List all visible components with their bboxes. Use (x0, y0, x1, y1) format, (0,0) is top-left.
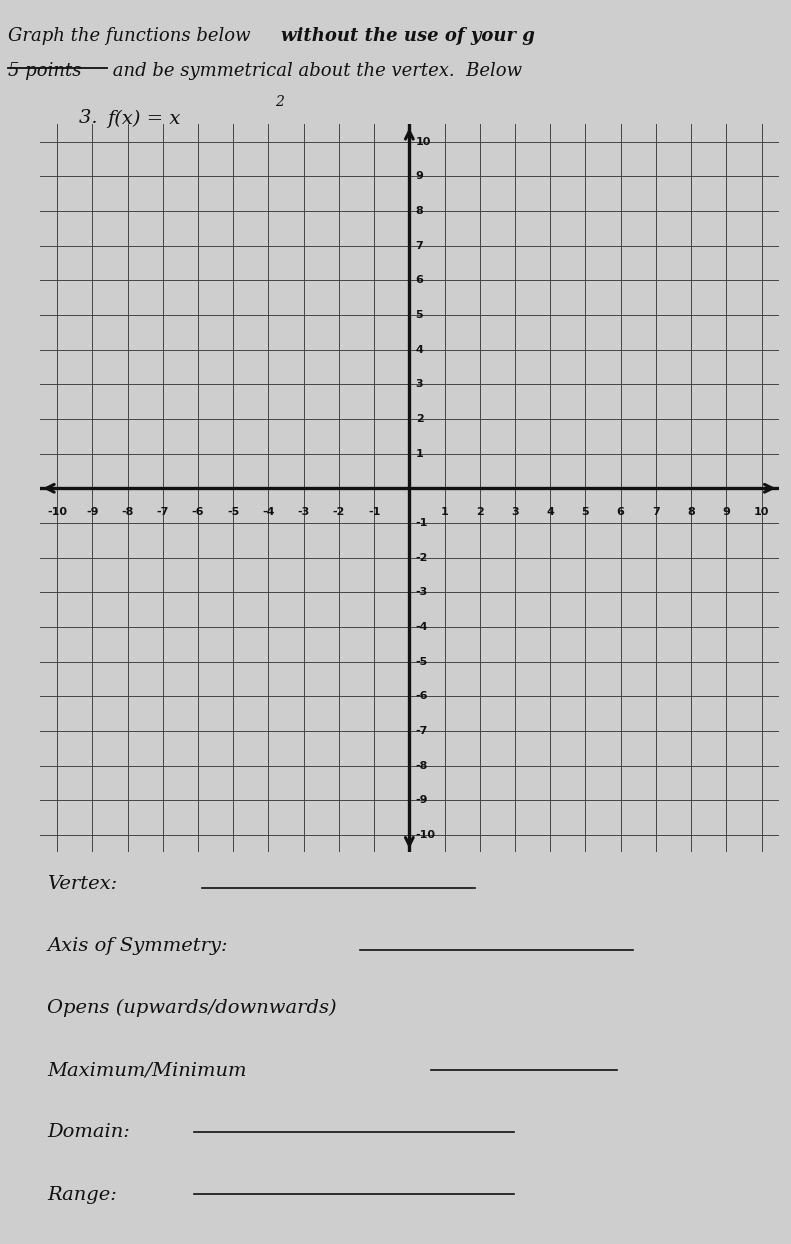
Text: 8: 8 (416, 207, 423, 216)
Text: 1: 1 (416, 449, 423, 459)
Text: 1: 1 (441, 508, 448, 518)
Text: -4: -4 (416, 622, 428, 632)
Text: -4: -4 (263, 508, 274, 518)
Text: Domain:: Domain: (47, 1123, 131, 1141)
Text: 3.: 3. (79, 109, 104, 127)
Text: without the use of your g: without the use of your g (281, 27, 535, 45)
Text: Axis of Symmetry:: Axis of Symmetry: (47, 937, 228, 954)
Text: 4: 4 (416, 345, 423, 355)
Text: and be symmetrical about the vertex.  Below: and be symmetrical about the vertex. Bel… (107, 62, 522, 80)
Text: -7: -7 (416, 725, 428, 736)
Text: 10: 10 (754, 508, 769, 518)
Text: -10: -10 (416, 830, 436, 840)
Text: 9: 9 (722, 508, 730, 518)
Text: -1: -1 (416, 518, 428, 527)
Text: 8: 8 (687, 508, 695, 518)
Text: -6: -6 (416, 692, 428, 702)
Text: 2: 2 (476, 508, 483, 518)
Text: -9: -9 (416, 795, 428, 805)
Text: 3: 3 (511, 508, 519, 518)
Text: 5: 5 (416, 310, 423, 320)
Text: -6: -6 (191, 508, 204, 518)
Text: -3: -3 (416, 587, 428, 597)
Text: 6: 6 (617, 508, 625, 518)
Text: 3: 3 (416, 379, 423, 389)
Text: -5: -5 (416, 657, 428, 667)
Text: Opens (upwards/downwards): Opens (upwards/downwards) (47, 999, 337, 1018)
Text: 5: 5 (581, 508, 589, 518)
Text: 7: 7 (652, 508, 660, 518)
Text: 2: 2 (275, 95, 284, 108)
Text: 6: 6 (416, 275, 423, 285)
Text: -5: -5 (227, 508, 240, 518)
Text: 7: 7 (416, 240, 423, 251)
Text: 5 points: 5 points (8, 62, 81, 80)
Text: 9: 9 (416, 172, 423, 182)
Text: -8: -8 (121, 508, 134, 518)
Text: -3: -3 (297, 508, 310, 518)
Text: -7: -7 (157, 508, 169, 518)
Text: -1: -1 (368, 508, 380, 518)
Text: -2: -2 (416, 552, 428, 562)
Text: -8: -8 (416, 760, 428, 770)
Text: 10: 10 (416, 137, 431, 147)
Text: Graph the functions below: Graph the functions below (8, 27, 256, 45)
Text: 4: 4 (547, 508, 554, 518)
Text: 2: 2 (416, 414, 423, 424)
Text: Range:: Range: (47, 1186, 117, 1203)
Text: -10: -10 (47, 508, 67, 518)
Text: Maximum/Minimum: Maximum/Minimum (47, 1061, 247, 1079)
Text: f(x) = x: f(x) = x (107, 109, 180, 128)
Text: -9: -9 (86, 508, 99, 518)
Text: -2: -2 (333, 508, 345, 518)
Text: Vertex:: Vertex: (47, 875, 118, 892)
